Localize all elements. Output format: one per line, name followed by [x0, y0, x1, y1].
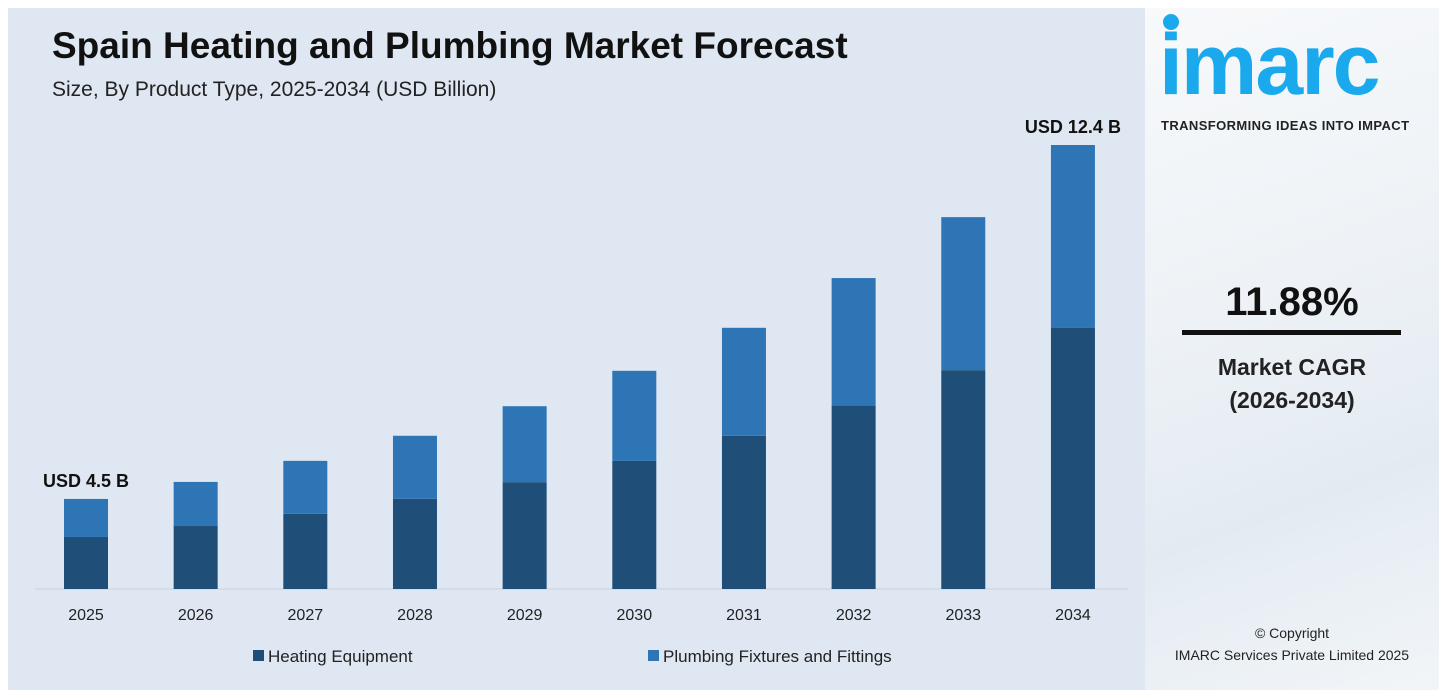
bar-2030-plumbing [612, 370, 657, 461]
x-tick-label: 2031 [726, 607, 762, 624]
legend-swatch [253, 650, 264, 661]
legend-swatch [648, 650, 659, 661]
bar-2028-plumbing [392, 435, 437, 499]
bar-2032-heating [831, 406, 876, 589]
x-tick-label: 2033 [945, 607, 981, 624]
bar-2033-plumbing [941, 217, 986, 371]
bar-2025-heating [64, 536, 108, 589]
x-tick-label: 2032 [836, 607, 872, 624]
bar-2032-plumbing [831, 278, 876, 407]
x-tick-label: 2028 [397, 607, 433, 624]
data-label: USD 4.5 B [43, 471, 129, 491]
legend-label: Plumbing Fixtures and Fittings [663, 647, 892, 666]
bar-2025-plumbing [64, 498, 108, 537]
divider [1182, 330, 1401, 335]
legend-label: Heating Equipment [268, 647, 413, 666]
x-tick-label: 2025 [68, 607, 104, 624]
bar-2030-heating [612, 460, 657, 589]
bar-2026-plumbing [173, 481, 218, 527]
bar-2034-plumbing [1050, 145, 1095, 328]
bar-2029-plumbing [502, 406, 547, 483]
chart-title: Spain Heating and Plumbing Market Foreca… [52, 25, 848, 66]
bar-2028-heating [392, 498, 437, 589]
x-tick-label: 2027 [288, 607, 324, 624]
x-tick-label: 2026 [178, 607, 214, 624]
tagline: TRANSFORMING IDEAS INTO IMPACT [1161, 118, 1410, 133]
cagr-label: Market CAGR (2026-2034) [1145, 351, 1439, 417]
data-label: USD 12.4 B [1025, 117, 1121, 137]
x-tick-label: 2034 [1055, 607, 1091, 624]
cagr-label-text: Market CAGR [1217, 354, 1367, 380]
cagr-value: 11.88% [1225, 280, 1359, 324]
logo-dot-icon [1163, 14, 1179, 30]
chart-subtitle: Size, By Product Type, 2025-2034 (USD Bi… [52, 78, 497, 101]
x-tick-label: 2030 [617, 607, 653, 624]
company-name: IMARC Services Private Limited 2025 [1174, 647, 1410, 663]
bar-2029-heating [502, 482, 547, 589]
info-panel: imarc TRANSFORMING IDEAS INTO IMPACT 11.… [1145, 8, 1439, 690]
copyright-text: © Copyright [1254, 625, 1330, 641]
bar-2031-plumbing [721, 327, 766, 436]
bar-chart: 2025 2026 2027 2028 2029 2030 2031 2032 2033 2034… [35, 117, 1128, 666]
bar-2031-heating [721, 435, 766, 589]
x-tick-label: 2029 [507, 607, 543, 624]
bar-2034-heating [1050, 327, 1095, 589]
bar-2027-plumbing [283, 460, 328, 514]
bar-2033-heating [941, 370, 986, 589]
bar-2027-heating [283, 513, 328, 589]
imarc-logo: imarc [1159, 26, 1379, 104]
bar-2026-heating [173, 526, 218, 589]
cagr-period: (2026-2034) [1229, 387, 1355, 413]
copyright: © Copyright IMARC Services Private Limit… [1145, 622, 1439, 666]
